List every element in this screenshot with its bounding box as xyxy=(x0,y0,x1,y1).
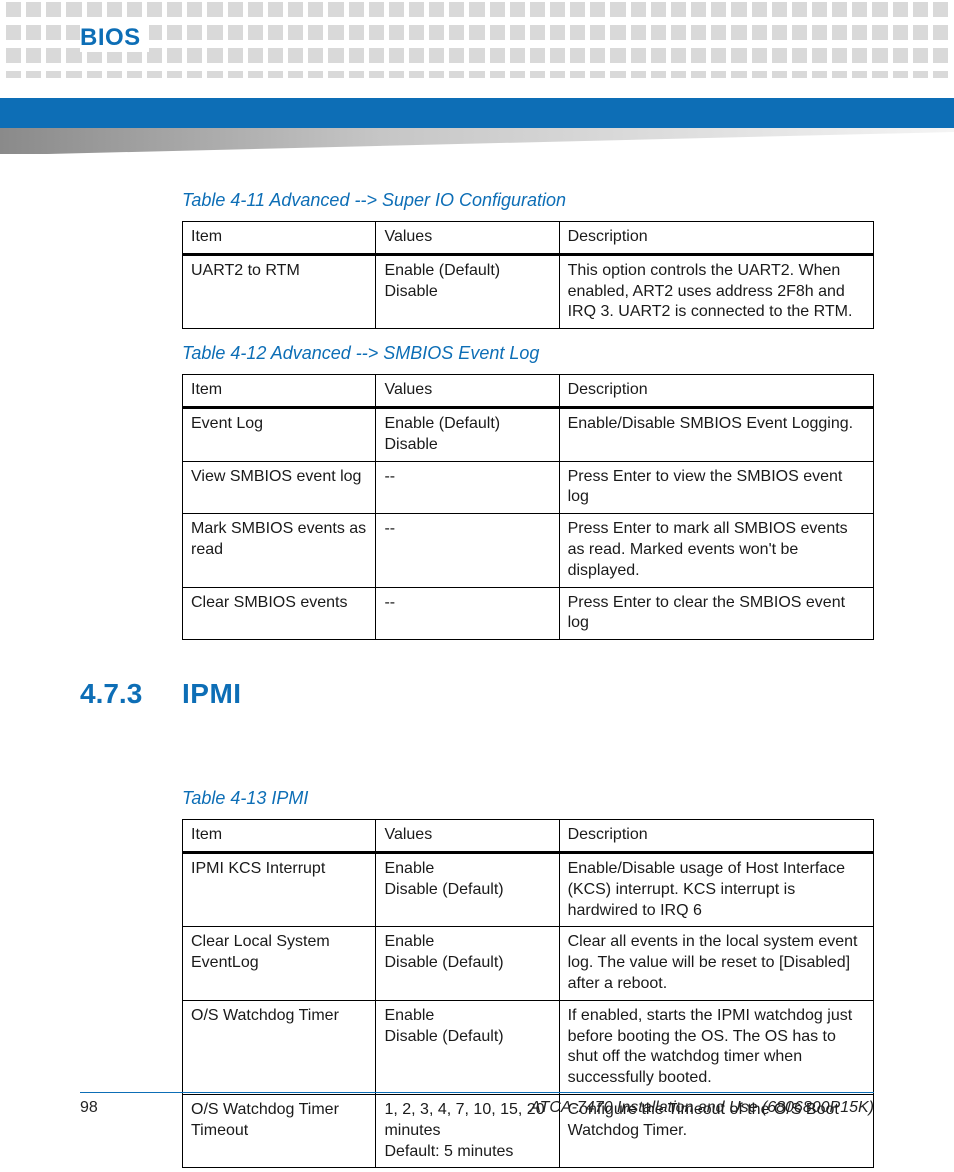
table-cell: View SMBIOS event log xyxy=(183,461,376,514)
table-caption: Table 4-13 IPMI xyxy=(182,788,874,809)
section-title: IPMI xyxy=(182,678,242,710)
column-header: Values xyxy=(376,375,559,408)
table-cell: UART2 to RTM xyxy=(183,254,376,328)
table-cell: -- xyxy=(376,461,559,514)
column-header: Description xyxy=(559,820,873,853)
table-cell: Clear SMBIOS events xyxy=(183,587,376,640)
column-header: Values xyxy=(376,222,559,255)
table-cell: Press Enter to clear the SMBIOS event lo… xyxy=(559,587,873,640)
table-cell: Clear all events in the local system eve… xyxy=(559,927,873,1000)
table-caption: Table 4-11 Advanced --> Super IO Configu… xyxy=(182,190,874,211)
data-table: ItemValuesDescriptionUART2 to RTMEnable … xyxy=(182,221,874,329)
table-row: Event LogEnable (Default)DisableEnable/D… xyxy=(183,407,874,461)
page-footer: 98 ATCA-7470 Installation and Use (68068… xyxy=(80,1092,874,1117)
table-caption: Table 4-12 Advanced --> SMBIOS Event Log xyxy=(182,343,874,364)
column-header: Description xyxy=(559,222,873,255)
table-cell: Enable/Disable usage of Host Interface (… xyxy=(559,852,873,926)
column-header: Description xyxy=(559,375,873,408)
table-cell: If enabled, starts the IPMI watchdog jus… xyxy=(559,1000,873,1094)
table-cell: Enable/Disable SMBIOS Event Logging. xyxy=(559,407,873,461)
table-row: Clear SMBIOS events--Press Enter to clea… xyxy=(183,587,874,640)
table-cell: Press Enter to view the SMBIOS event log xyxy=(559,461,873,514)
table-row: O/S Watchdog TimerEnableDisable (Default… xyxy=(183,1000,874,1094)
data-table: ItemValuesDescriptionEvent LogEnable (De… xyxy=(182,374,874,640)
table-cell: EnableDisable (Default) xyxy=(376,927,559,1000)
table-cell: Clear Local System EventLog xyxy=(183,927,376,1000)
table-cell: -- xyxy=(376,587,559,640)
table-cell: Mark SMBIOS events as read xyxy=(183,514,376,587)
page-header-title: BIOS xyxy=(80,24,149,52)
table-cell: Enable (Default)Disable xyxy=(376,254,559,328)
table-cell: Press Enter to mark all SMBIOS events as… xyxy=(559,514,873,587)
table-cell: EnableDisable (Default) xyxy=(376,852,559,926)
table-row: IPMI KCS InterruptEnableDisable (Default… xyxy=(183,852,874,926)
document-id: ATCA-7470 Installation and Use (6806800P… xyxy=(530,1099,874,1117)
column-header: Item xyxy=(183,222,376,255)
section-heading: 4.7.3IPMI xyxy=(80,678,874,710)
column-header: Item xyxy=(183,820,376,853)
table-cell: IPMI KCS Interrupt xyxy=(183,852,376,926)
table-cell: O/S Watchdog Timer xyxy=(183,1000,376,1094)
column-header: Item xyxy=(183,375,376,408)
table-cell: This option controls the UART2. When ena… xyxy=(559,254,873,328)
header-gradient-bar xyxy=(0,128,954,154)
table-cell: Enable (Default)Disable xyxy=(376,407,559,461)
table-row: UART2 to RTMEnable (Default)DisableThis … xyxy=(183,254,874,328)
header-blue-bar xyxy=(0,98,954,128)
table-cell: Event Log xyxy=(183,407,376,461)
section-number: 4.7.3 xyxy=(80,678,182,710)
page-content: Table 4-11 Advanced --> Super IO Configu… xyxy=(80,176,874,1172)
table-cell: -- xyxy=(376,514,559,587)
table-row: View SMBIOS event log--Press Enter to vi… xyxy=(183,461,874,514)
table-row: Clear Local System EventLogEnableDisable… xyxy=(183,927,874,1000)
column-header: Values xyxy=(376,820,559,853)
page-number: 98 xyxy=(80,1099,98,1117)
table-cell: EnableDisable (Default) xyxy=(376,1000,559,1094)
table-row: Mark SMBIOS events as read--Press Enter … xyxy=(183,514,874,587)
